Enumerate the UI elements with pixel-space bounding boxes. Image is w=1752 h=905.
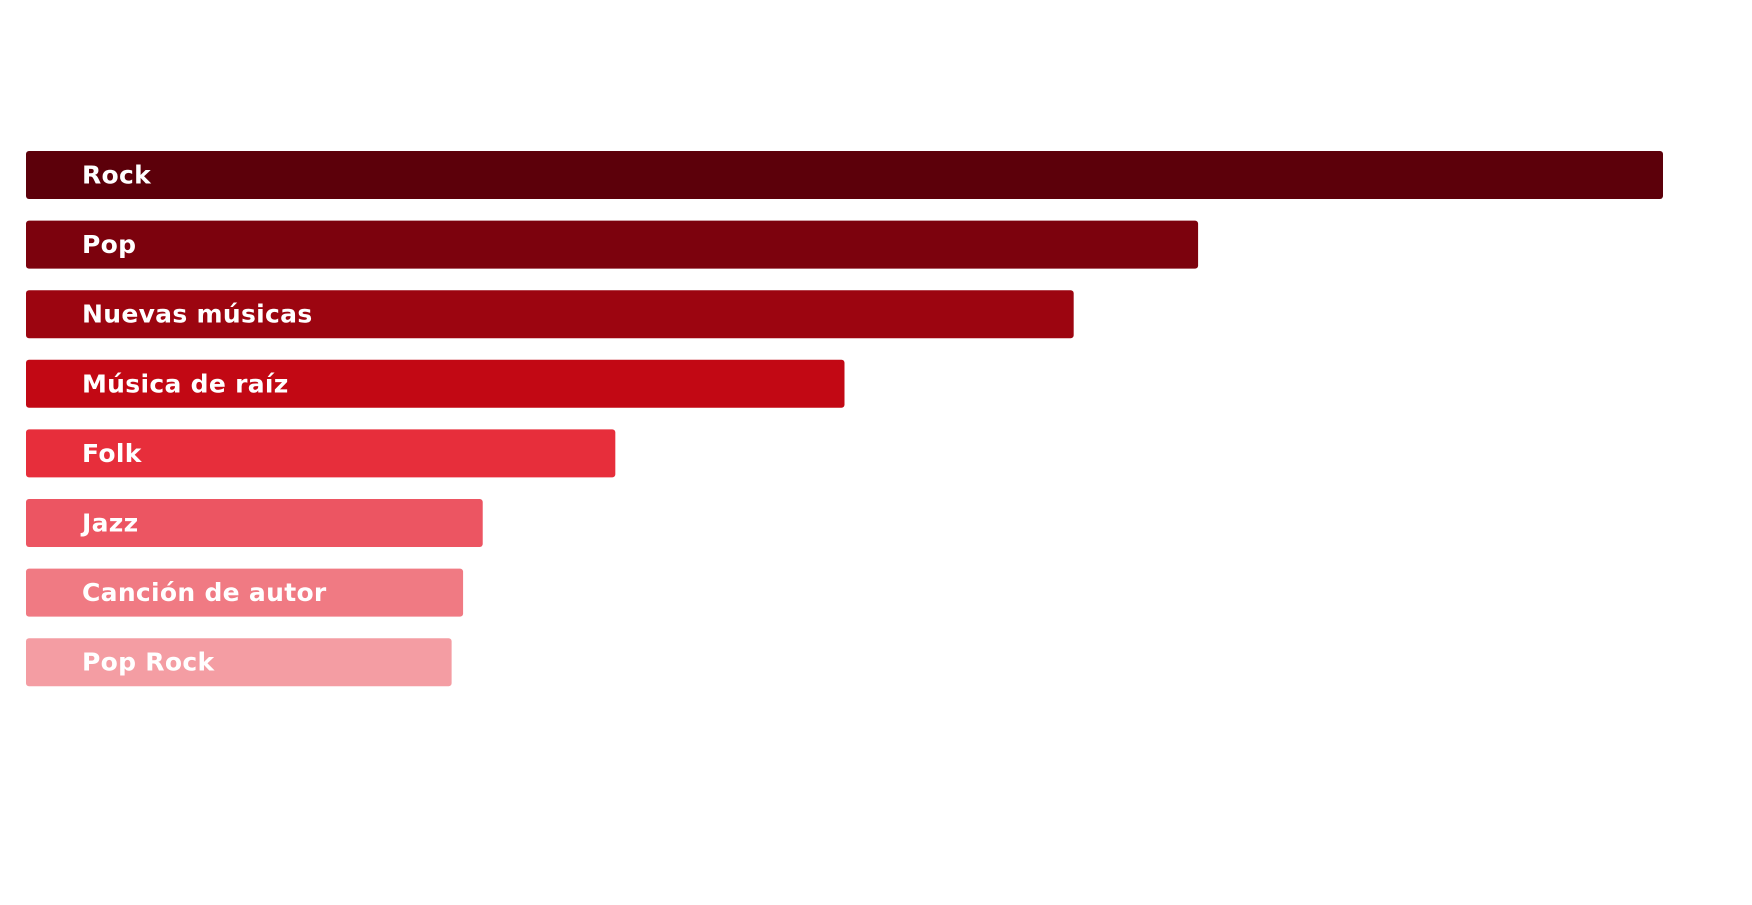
bar-group: Música de raíz	[26, 359, 845, 408]
bar-label: Rock	[82, 161, 152, 190]
bar-group: Nuevas músicas	[26, 290, 1074, 339]
bar	[26, 151, 1663, 199]
bar	[26, 568, 464, 617]
bar	[26, 359, 845, 408]
bar-label: Folk	[82, 439, 143, 468]
bar-group: Canción de autor	[26, 568, 464, 617]
bar	[26, 220, 1199, 269]
bar-group: Pop Rock	[26, 638, 452, 687]
bar-label: Pop Rock	[82, 648, 215, 677]
bar	[26, 290, 1074, 339]
bar	[26, 429, 616, 478]
bar-group: Rock	[26, 151, 1663, 199]
bar-label: Canción de autor	[82, 578, 327, 607]
bar-label: Jazz	[80, 509, 138, 538]
bar	[26, 499, 483, 547]
bar	[26, 638, 452, 687]
bar-group: Jazz	[26, 499, 483, 547]
bar-label: Música de raíz	[82, 369, 289, 398]
bar-label: Pop	[82, 230, 136, 259]
bar-group: Folk	[26, 429, 616, 478]
bar-label: Nuevas músicas	[82, 300, 313, 329]
bar-group: Pop	[26, 220, 1199, 269]
